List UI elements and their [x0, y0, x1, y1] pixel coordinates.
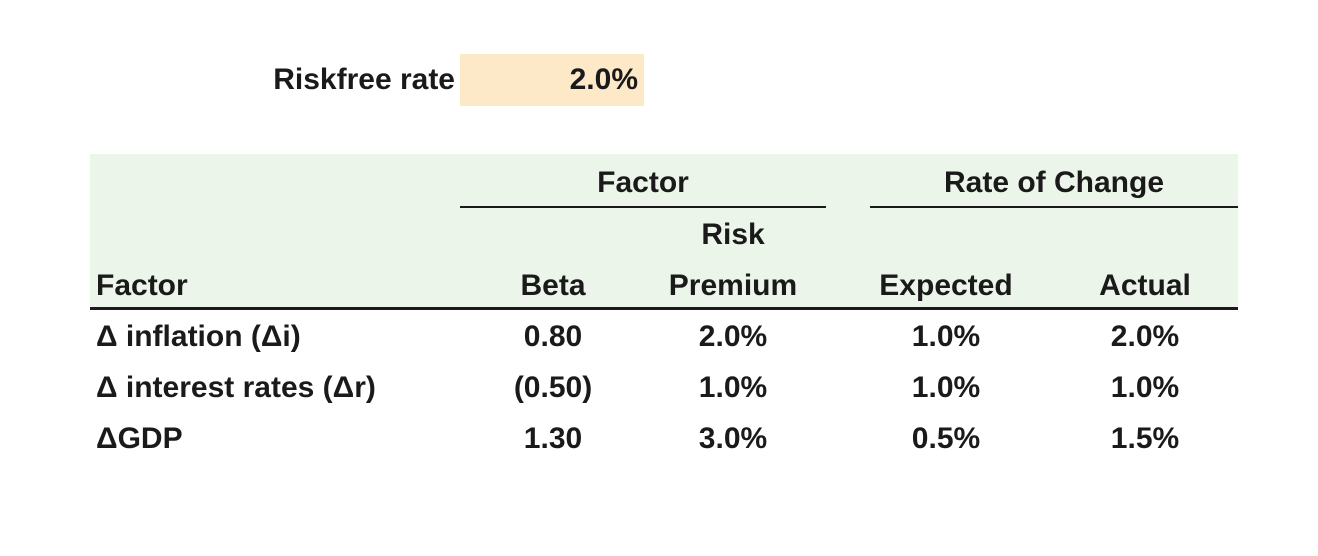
row-expected: 0.5%	[911, 422, 981, 455]
column-header-risk-premium: Premium	[668, 269, 798, 302]
row-expected: 1.0%	[911, 371, 981, 404]
row-actual: 1.5%	[1110, 422, 1180, 455]
header-bottom-rule	[90, 307, 1238, 310]
group-underline-factor	[460, 206, 826, 208]
column-header-actual: Actual	[1099, 269, 1191, 302]
column-header-risk-line1: Risk	[701, 218, 765, 251]
group-underline-rate-of-change	[870, 206, 1238, 208]
column-header-factor: Factor	[96, 269, 188, 302]
row-risk-premium: 2.0%	[698, 320, 768, 353]
column-header-beta: Beta	[520, 269, 586, 302]
riskfree-rate-label: Riskfree rate	[273, 63, 455, 96]
row-risk-premium: 3.0%	[698, 422, 768, 455]
row-actual: 1.0%	[1110, 371, 1180, 404]
riskfree-rate-value[interactable]: 2.0%	[460, 54, 644, 106]
column-header-expected: Expected	[879, 269, 1013, 302]
row-risk-premium: 1.0%	[698, 371, 768, 404]
row-expected: 1.0%	[911, 320, 981, 353]
row-factor: Δ interest rates (Δr)	[96, 371, 376, 404]
group-header-factor: Factor	[597, 166, 689, 199]
row-factor: ΔGDP	[96, 422, 183, 455]
row-beta: 1.30	[523, 422, 583, 455]
group-header-rate-of-change: Rate of Change	[943, 166, 1165, 199]
row-actual: 2.0%	[1110, 320, 1180, 353]
row-beta: 0.80	[523, 320, 583, 353]
row-factor: Δ inflation (Δi)	[96, 320, 301, 353]
table-header-background	[90, 154, 1238, 310]
row-beta: (0.50)	[513, 371, 593, 404]
